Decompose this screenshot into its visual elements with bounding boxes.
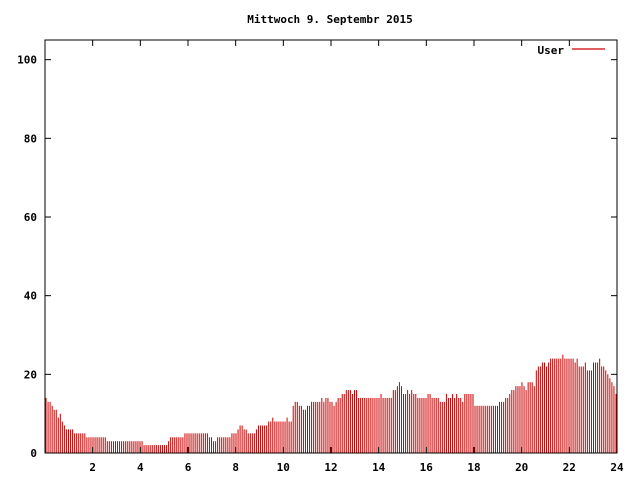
x-tick-label: 4 [137,461,144,474]
x-tick-label: 14 [372,461,386,474]
y-tick-label: 60 [24,211,37,224]
x-tick-label: 24 [610,461,624,474]
x-axis-labels: 2 4 6 8 10 12 14 16 18 20 22 24 [89,461,624,474]
y-tick-label: 40 [24,290,37,303]
chart-title: Mittwoch 9. Septembr 2015 [247,13,413,26]
plot-frame [44,39,618,454]
legend-label-user: User [538,44,565,57]
axis-ticks [45,40,618,454]
y-tick-label: 80 [24,132,37,145]
x-tick-label: 10 [277,461,290,474]
x-tick-label: 8 [232,461,239,474]
legend: User [538,44,605,57]
bar-series [45,354,617,453]
y-tick-label: 20 [24,368,37,381]
x-tick-label: 2 [89,461,96,474]
x-tick-label: 18 [467,461,480,474]
y-tick-label: 100 [17,54,37,67]
x-tick-label: 12 [324,461,337,474]
x-tick-label: 20 [515,461,528,474]
x-tick-label: 6 [185,461,192,474]
y-axis-labels: 0 20 40 60 80 100 [17,54,37,460]
y-tick-label: 0 [30,447,37,460]
x-tick-label: 16 [420,461,434,474]
x-tick-label: 22 [563,461,576,474]
